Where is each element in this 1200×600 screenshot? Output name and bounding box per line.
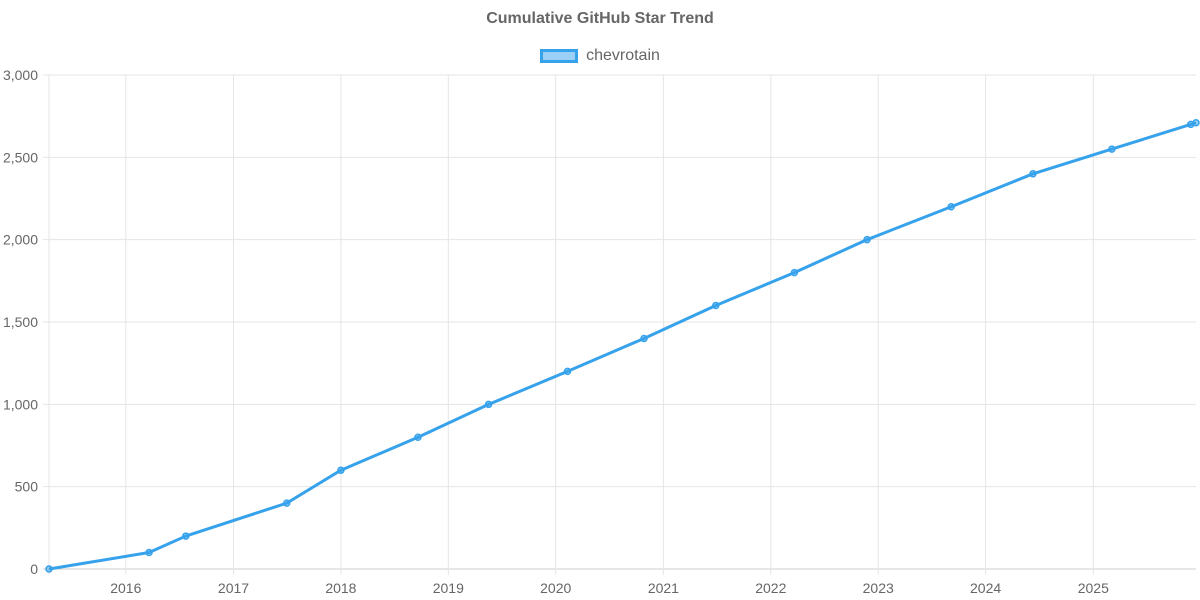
data-point: [45, 565, 53, 573]
data-point: [283, 499, 291, 507]
data-point: [484, 400, 493, 409]
y-tick-label: 0: [30, 561, 38, 577]
x-tick-label: 2024: [970, 580, 1001, 596]
x-tick-label: 2021: [648, 580, 679, 596]
legend-label: chevrotain: [586, 47, 660, 64]
data-point: [1108, 145, 1116, 153]
data-point: [1029, 170, 1037, 178]
x-tick-label: 2019: [433, 580, 464, 596]
data-point: [640, 334, 648, 343]
data-point: [414, 433, 422, 442]
y-tick-label: 3,000: [3, 67, 38, 83]
x-tick-label: 2020: [540, 580, 571, 596]
legend[interactable]: chevrotain: [0, 47, 1200, 65]
y-tick-label: 500: [15, 479, 39, 495]
data-point: [145, 548, 153, 557]
y-tick-label: 2,500: [3, 149, 38, 165]
series-line: [48, 121, 1197, 571]
x-tick-label: 2016: [110, 580, 141, 596]
x-tick-label: 2025: [1078, 580, 1109, 596]
x-tick-label: 2018: [325, 580, 356, 596]
data-point: [712, 301, 720, 310]
legend-swatch: [540, 49, 579, 63]
x-tick-label: 2023: [863, 580, 894, 596]
y-tick-label: 1,500: [3, 314, 38, 330]
data-point: [790, 268, 799, 277]
y-tick-label: 2,000: [3, 232, 38, 248]
data-point: [563, 367, 572, 376]
chart-title: Cumulative GitHub Star Trend: [486, 10, 714, 27]
x-tick-label: 2017: [218, 580, 249, 596]
data-point: [863, 235, 871, 244]
data-point: [337, 466, 345, 474]
y-tick-label: 1,000: [3, 396, 38, 412]
x-tick-label: 2022: [755, 580, 786, 596]
data-point: [947, 202, 955, 211]
data-point: [1192, 119, 1200, 127]
data-point: [182, 532, 190, 540]
